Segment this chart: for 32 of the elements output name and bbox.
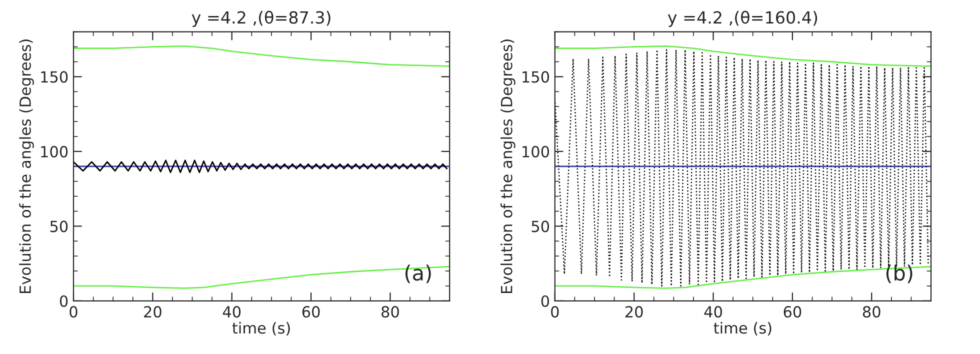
y-tick-label: 150 xyxy=(41,71,68,83)
x-tick-label: 20 xyxy=(625,306,643,318)
line-series xyxy=(554,266,931,289)
x-axis-title: time (s) xyxy=(232,322,290,336)
line-series xyxy=(74,160,448,174)
line-series xyxy=(74,45,450,67)
x-tick-label: 40 xyxy=(704,306,722,318)
annotation: (b) xyxy=(886,264,912,284)
x-tick-label: 80 xyxy=(862,306,880,318)
x-tick-label: 0 xyxy=(551,306,559,318)
x-tick-label: 80 xyxy=(382,306,399,318)
x-tick-label: 60 xyxy=(784,306,802,318)
line-series xyxy=(554,49,929,287)
line-series xyxy=(554,45,931,67)
chart-title: y =4.2 ,(θ=87.3) xyxy=(192,10,330,27)
y-axis-title: Evolution of the angles (Degrees) xyxy=(500,40,516,294)
annotation: (a) xyxy=(405,264,431,284)
line-series xyxy=(74,266,450,289)
y-tick-label: 50 xyxy=(50,220,68,232)
x-tick-label: 40 xyxy=(222,306,241,318)
x-axis-title: time (s) xyxy=(714,322,772,336)
chart-title: y =4.2 ,(θ=160.4) xyxy=(668,10,818,27)
x-tick-label: 0 xyxy=(70,306,78,318)
x-tick-label: 60 xyxy=(302,306,320,318)
y-tick-label: 0 xyxy=(541,295,550,307)
x-tick-label: 20 xyxy=(144,306,162,318)
y-tick-label: 0 xyxy=(60,295,68,307)
y-tick-label: 150 xyxy=(522,71,550,83)
y-tick-label: 100 xyxy=(41,146,68,158)
y-tick-label: 100 xyxy=(522,146,550,158)
y-axis-title: Evolution of the angles (Degrees) xyxy=(19,40,34,294)
y-tick-label: 50 xyxy=(532,220,550,232)
